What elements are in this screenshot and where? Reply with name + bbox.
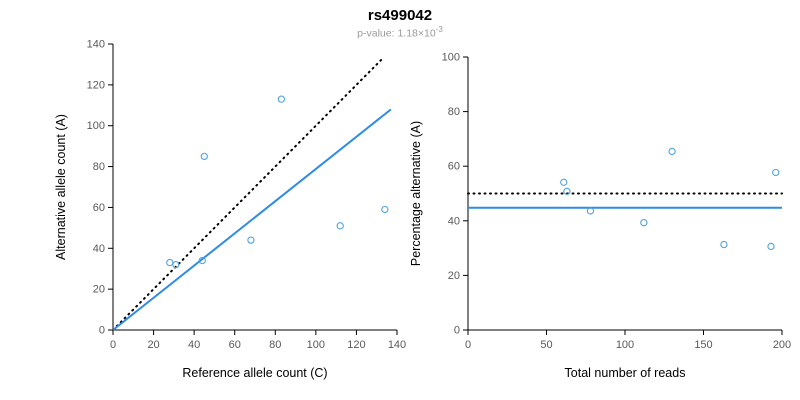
x-tick-label: 100 — [616, 339, 634, 351]
x-tick-label: 50 — [540, 339, 552, 351]
data-point — [668, 147, 676, 156]
x-tick-label: 120 — [347, 339, 365, 351]
allele-count-scatter-chart: 0 20 40 60 80 100 120 140 0 20 40 60 80 100 120 140 Refe… — [54, 39, 407, 381]
pvalue-text: p-value: 1.18×10 — [357, 27, 436, 40]
data-point — [381, 205, 389, 214]
x-tick-label: 0 — [465, 339, 471, 351]
y-tick-label: 20 — [93, 284, 105, 296]
data-point — [200, 152, 208, 161]
fit-line — [112, 108, 392, 331]
data-point — [336, 222, 344, 230]
x-tick-label: 100 — [307, 339, 325, 351]
data-point — [640, 219, 648, 227]
data-point — [166, 258, 174, 267]
x-tick-label: 200 — [773, 339, 791, 351]
data-point — [247, 236, 255, 244]
y-tick-label: 80 — [448, 106, 460, 118]
y-tick-label: 100 — [442, 52, 460, 64]
x-tick-label: 140 — [388, 339, 406, 351]
y-tick-label: 60 — [93, 202, 105, 214]
data-point — [277, 95, 286, 103]
x-axis-label: Total number of reads — [565, 366, 686, 380]
y-axis-label: Percentage alternative (A) — [409, 121, 423, 266]
data-point — [172, 260, 180, 269]
y-tick-label: 40 — [448, 215, 460, 227]
x-tick-label: 80 — [269, 339, 281, 351]
y-tick-label: 140 — [87, 39, 105, 51]
y-tick-label: 0 — [454, 325, 460, 337]
data-point — [198, 256, 206, 265]
y-tick-label: 20 — [448, 270, 460, 282]
y-tick-label: 40 — [93, 243, 105, 255]
x-tick-label: 60 — [229, 339, 241, 351]
figure-subtitle: p-value: 1.18×10-3 — [0, 25, 800, 40]
plot-area: 0 20 40 60 80 100 120 140 0 20 40 60 80 100 120 140 — [87, 39, 407, 352]
x-tick-label: 0 — [110, 339, 116, 351]
data-point — [586, 207, 595, 215]
data-point — [720, 240, 728, 249]
x-tick-label: 150 — [694, 339, 712, 351]
data-point — [563, 187, 571, 195]
pvalue-exponent: -3 — [435, 25, 443, 34]
data-point — [560, 178, 568, 186]
y-tick-label: 100 — [87, 120, 105, 132]
y-tick-label: 0 — [99, 325, 105, 337]
y-axis-label: Alternative allele count (A) — [54, 114, 68, 260]
x-tick-label: 40 — [188, 339, 200, 351]
data-point — [767, 242, 775, 251]
x-axis-label: Reference allele count (C) — [182, 366, 327, 380]
figure-title: rs499042 — [367, 7, 433, 24]
percentage-reads-scatter-chart: 0 50 100 150 200 0 20 40 60 80 100 Total number of … — [409, 52, 792, 381]
x-tick-label: 20 — [147, 339, 159, 351]
identity-dotted-line — [112, 57, 384, 331]
y-tick-label: 60 — [448, 161, 460, 173]
y-tick-label: 120 — [87, 79, 105, 91]
y-tick-label: 80 — [93, 161, 105, 173]
plot-area: 0 50 100 150 200 0 20 40 60 80 100 — [442, 52, 792, 352]
data-point — [772, 168, 780, 177]
